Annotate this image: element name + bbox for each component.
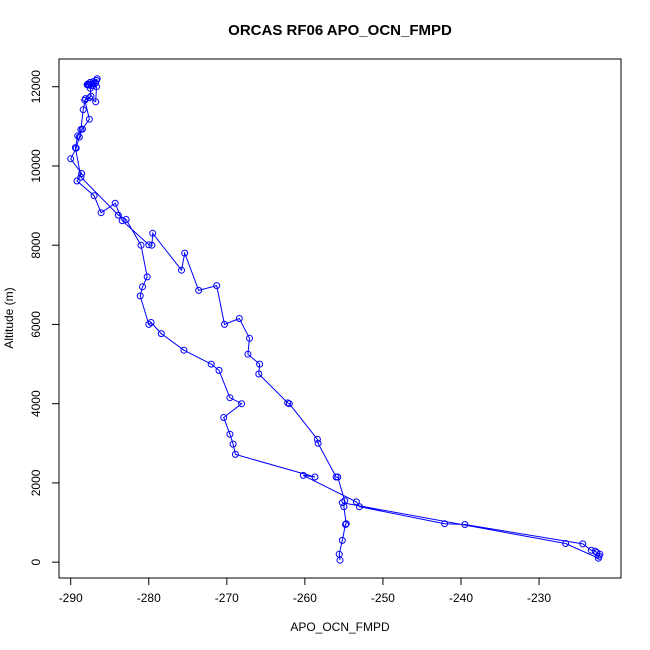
y-tick-label: 6000: [29, 311, 43, 338]
data-point: [75, 133, 83, 141]
data-point: [74, 132, 82, 140]
data-point: [145, 241, 153, 249]
data-point: [143, 273, 151, 281]
data-point: [181, 249, 189, 257]
data-point: [93, 83, 100, 91]
y-tick-label: 12000: [29, 70, 43, 104]
x-tick-label: -250: [371, 591, 395, 605]
data-point: [67, 155, 75, 163]
data-point: [238, 400, 246, 408]
x-tick-label: -240: [449, 591, 473, 605]
data-point: [579, 540, 587, 548]
data-point: [231, 450, 239, 458]
x-axis-label: APO_OCN_FMPD: [290, 620, 390, 634]
data-point: [441, 520, 449, 528]
x-tick-label: -270: [215, 591, 239, 605]
y-tick-label: 4000: [29, 390, 43, 417]
data-point: [118, 217, 126, 225]
data-point: [89, 82, 97, 90]
data-point: [342, 521, 349, 528]
x-tick-label: -280: [137, 591, 161, 605]
data-point: [137, 241, 145, 249]
data-point: [148, 241, 156, 249]
data-point: [71, 144, 79, 152]
data-point: [591, 547, 599, 555]
data-point: [78, 170, 86, 177]
data-point: [93, 75, 101, 83]
data-point: [229, 440, 237, 448]
data-point: [313, 435, 321, 443]
x-tick-label: -290: [59, 591, 83, 605]
data-point: [136, 292, 144, 300]
data-point: [149, 229, 157, 237]
data-point: [195, 286, 203, 294]
data-point: [85, 81, 93, 89]
data-point: [220, 414, 228, 421]
data-point: [114, 211, 122, 219]
data-point: [594, 554, 602, 562]
data-point: [139, 283, 146, 291]
data-point: [246, 334, 253, 342]
y-tick-label: 10000: [29, 149, 43, 183]
y-tick-label: 8000: [29, 232, 43, 259]
data-point: [255, 370, 263, 378]
data-point: [97, 209, 105, 217]
data-point: [332, 473, 340, 481]
data-point: [244, 350, 252, 358]
data-point: [256, 360, 264, 368]
data-point: [180, 346, 188, 354]
data-point: [207, 360, 215, 368]
y-tick-label: 2000: [29, 469, 43, 496]
data-point: [178, 266, 185, 274]
data-point: [111, 199, 119, 207]
chart-title: ORCAS RF06 APO_OCN_FMPD: [228, 22, 452, 39]
data-point: [90, 192, 98, 200]
plot-area: -290 -280 -270 -260 -250 -240 -230 0 2000 4000 600…: [29, 58, 622, 605]
data-point: [338, 536, 346, 544]
data-point: [122, 216, 130, 223]
data-point: [92, 98, 100, 106]
data-point: [147, 319, 155, 326]
data-point: [235, 315, 243, 322]
data-point: [314, 439, 322, 447]
data-point: [299, 471, 307, 479]
data-point: [145, 320, 153, 328]
data-point: [352, 498, 360, 506]
data-point: [82, 95, 89, 103]
data-point: [213, 282, 221, 290]
data-point: [79, 106, 87, 114]
data-point: [311, 473, 319, 481]
data-point: [226, 394, 234, 402]
x-tick-label: -230: [527, 591, 551, 605]
data-point: [356, 503, 363, 511]
data-point: [284, 399, 292, 407]
data-point: [562, 540, 570, 547]
data-point: [221, 320, 228, 328]
data-point: [85, 94, 93, 102]
y-axis-label: Altitude (m): [2, 287, 16, 348]
data-point: [335, 550, 343, 558]
data-point: [342, 520, 350, 528]
data-point: [85, 115, 93, 123]
data-point: [461, 521, 469, 528]
data-point: [157, 330, 165, 338]
data-point: [226, 430, 234, 438]
data-point: [338, 499, 346, 507]
data-point: [77, 173, 85, 181]
plot-frame: [58, 58, 622, 579]
data-point: [73, 177, 81, 185]
y-tick-label: 0: [29, 558, 43, 565]
data-point: [77, 126, 85, 133]
data-point: [215, 366, 223, 374]
x-tick-label: -260: [293, 591, 317, 605]
